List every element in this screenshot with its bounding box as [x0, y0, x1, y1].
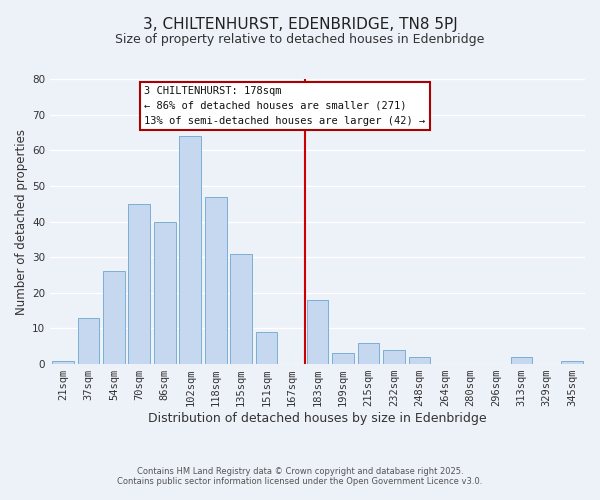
- Y-axis label: Number of detached properties: Number of detached properties: [15, 128, 28, 314]
- Bar: [409, 357, 430, 364]
- Bar: [358, 342, 379, 364]
- Bar: [230, 254, 252, 364]
- Bar: [562, 360, 583, 364]
- Bar: [77, 318, 99, 364]
- Text: Size of property relative to detached houses in Edenbridge: Size of property relative to detached ho…: [115, 34, 485, 46]
- Bar: [256, 332, 277, 364]
- Bar: [383, 350, 405, 364]
- Bar: [511, 357, 532, 364]
- Text: Contains public sector information licensed under the Open Government Licence v3: Contains public sector information licen…: [118, 477, 482, 486]
- Bar: [332, 354, 354, 364]
- Text: 3 CHILTENHURST: 178sqm
← 86% of detached houses are smaller (271)
13% of semi-de: 3 CHILTENHURST: 178sqm ← 86% of detached…: [145, 86, 425, 126]
- X-axis label: Distribution of detached houses by size in Edenbridge: Distribution of detached houses by size …: [148, 412, 487, 425]
- Text: Contains HM Land Registry data © Crown copyright and database right 2025.: Contains HM Land Registry data © Crown c…: [137, 467, 463, 476]
- Bar: [179, 136, 201, 364]
- Text: 3, CHILTENHURST, EDENBRIDGE, TN8 5PJ: 3, CHILTENHURST, EDENBRIDGE, TN8 5PJ: [143, 18, 457, 32]
- Bar: [52, 360, 74, 364]
- Bar: [307, 300, 328, 364]
- Bar: [103, 272, 125, 364]
- Bar: [205, 196, 227, 364]
- Bar: [154, 222, 176, 364]
- Bar: [128, 204, 150, 364]
